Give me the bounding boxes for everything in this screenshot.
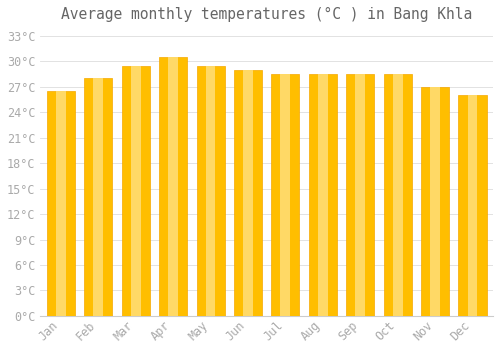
Bar	[56, 91, 66, 316]
Bar	[168, 57, 178, 316]
Bar	[356, 74, 365, 316]
Bar	[159, 57, 187, 316]
Bar	[84, 78, 112, 316]
Bar	[122, 65, 150, 316]
Bar	[318, 74, 328, 316]
Bar	[384, 74, 411, 316]
Bar	[234, 70, 262, 316]
Bar	[346, 74, 374, 316]
Bar	[47, 91, 75, 316]
Bar	[430, 87, 440, 316]
Bar	[94, 78, 103, 316]
Bar	[243, 70, 253, 316]
Bar	[421, 87, 449, 316]
Bar	[392, 74, 402, 316]
Bar	[458, 95, 486, 316]
Bar	[468, 95, 477, 316]
Bar	[206, 65, 216, 316]
Bar	[280, 74, 290, 316]
Bar	[131, 65, 140, 316]
Bar	[309, 74, 337, 316]
Title: Average monthly temperatures (°C ) in Bang Khla: Average monthly temperatures (°C ) in Ba…	[61, 7, 472, 22]
Bar	[196, 65, 224, 316]
Bar	[272, 74, 299, 316]
